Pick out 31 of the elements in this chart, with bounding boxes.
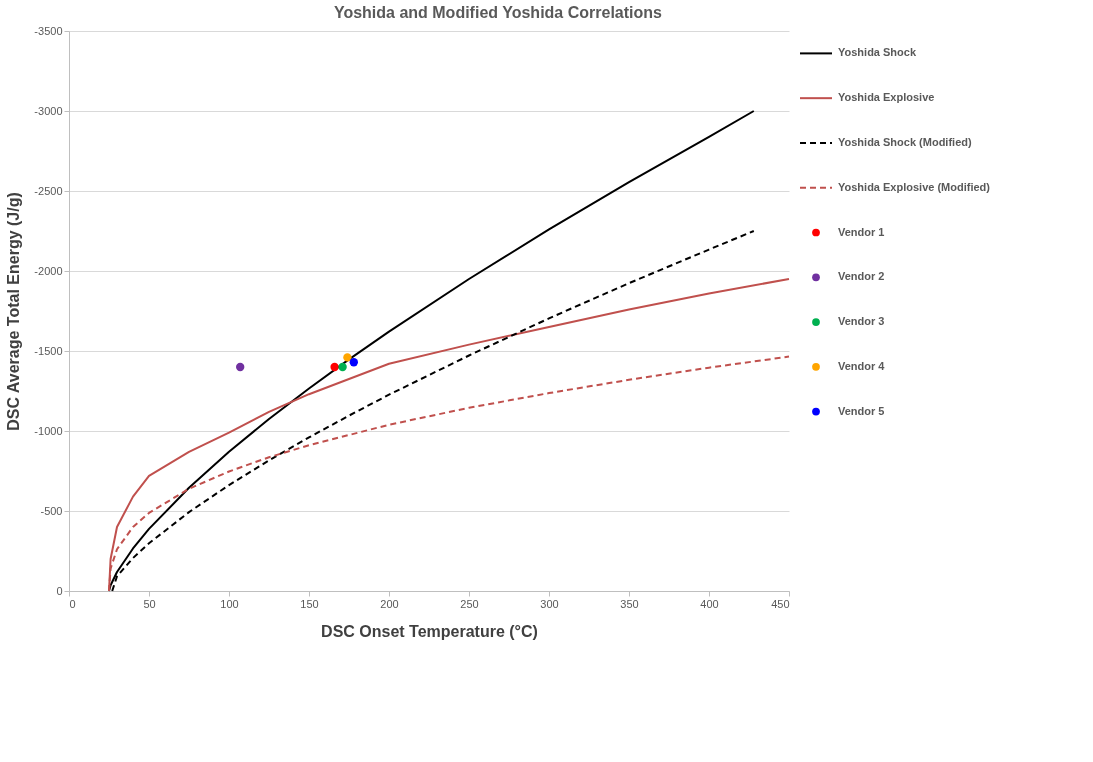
x-tick-label: 150 [300,597,319,610]
legend-label: Yoshida Explosive [838,91,935,104]
line-series [108,110,755,592]
y-tick-label: -2000 [34,264,63,277]
x-tick-label: 300 [540,597,559,610]
y-tick-label: -3000 [34,104,63,117]
y-tick-label: -2500 [34,184,63,197]
legend-label: Vendor 1 [838,225,885,238]
x-tick-label: 250 [460,597,479,610]
x-axis-title: DSC Onset Temperature (°C) [321,622,538,640]
x-tick-label: 350 [620,597,639,610]
x-tick-label: 200 [380,597,399,610]
y-axis-title: DSC Average Total Energy (J/g) [5,192,23,431]
chart-title: Yoshida and Modified Yoshida Correlations [333,4,663,21]
y-tick-label: -500 [40,504,63,517]
y-tick-label: -1500 [34,344,63,357]
y-tick-label: 0 [56,584,63,597]
x-tick-label: 100 [220,597,239,610]
legend-label: Yoshida Shock [838,46,917,59]
legend-label: Vendor 4 [838,359,886,372]
x-tick-label: 50 [143,597,156,610]
legend-label: Vendor 5 [838,404,885,417]
legend-label: Yoshida Shock (Modified) [838,135,972,148]
x-tick-label: 450 [771,597,790,610]
legend-label: Vendor 2 [838,270,885,283]
y-tick-label: -3500 [34,24,63,37]
legend-label: Yoshida Explosive (Modified) [838,180,991,193]
y-tick-label: -1000 [34,424,63,437]
x-tick-label: 400 [700,597,719,610]
legend-label: Vendor 3 [838,315,885,328]
x-tick-label: 0 [69,597,76,610]
